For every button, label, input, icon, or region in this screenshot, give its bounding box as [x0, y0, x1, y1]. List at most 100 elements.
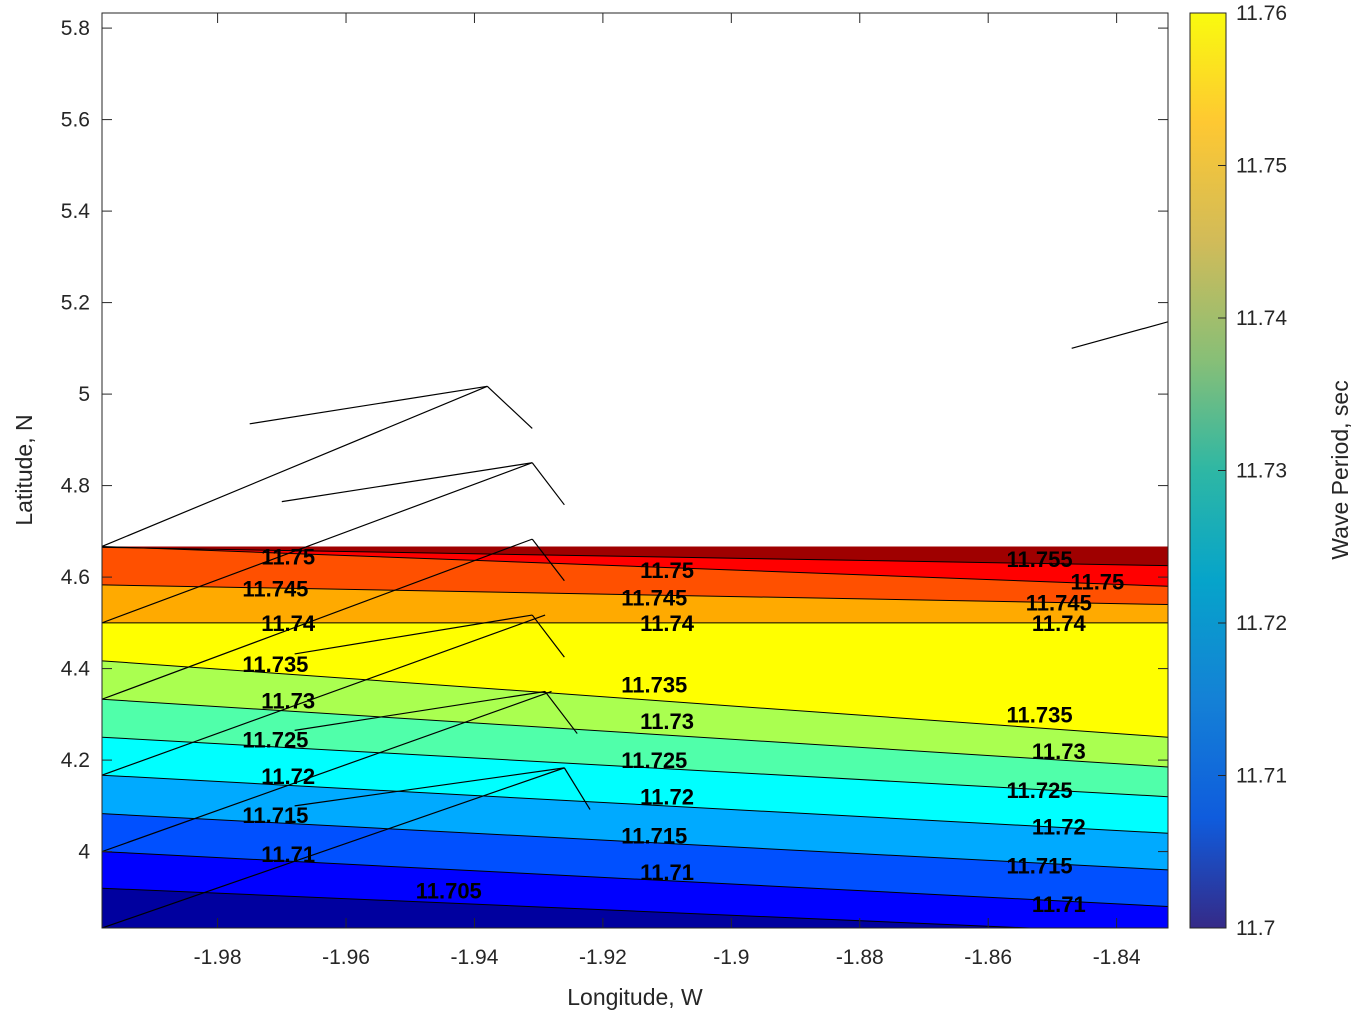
contour-label: 11.75: [261, 545, 315, 570]
x-tick-label: -1.86: [964, 946, 1012, 969]
wind-barb-segment: [531, 462, 565, 506]
wind-barb-segment: [1071, 321, 1168, 349]
contour-label: 11.745: [621, 586, 687, 611]
x-tick-label: -1.84: [1093, 946, 1141, 969]
contour-band: [102, 622, 1168, 738]
diagonal-line: [102, 462, 533, 624]
contour-label: 11.73: [640, 709, 694, 734]
contour-labels: 11.7511.74511.7411.73511.7311.72511.7211…: [242, 545, 1124, 918]
colorbar-tick-label: 11.76: [1236, 2, 1287, 25]
contour-label: 11.715: [1007, 853, 1073, 878]
contour-line: [102, 584, 1168, 606]
wind-barb-segment: [544, 691, 578, 734]
wind-barb-segment: [563, 767, 591, 810]
contour-label: 11.73: [1032, 739, 1086, 764]
x-tick-label: -1.98: [194, 946, 242, 969]
wind-barb-segment: [294, 690, 546, 731]
contour-label: 11.71: [261, 842, 315, 867]
wind-barb-segment: [531, 614, 565, 658]
wind-barb-segment: [294, 614, 533, 655]
contour-line: [102, 887, 1042, 928]
y-tick-label: 5.6: [61, 109, 90, 132]
x-tick-label: -1.88: [836, 946, 884, 969]
contour-label: 11.71: [1032, 892, 1086, 917]
y-tick-label: 4.6: [61, 566, 90, 589]
contour-band: [102, 699, 1168, 797]
wind-barb-segment: [294, 767, 565, 807]
colorbar-tick-label: 11.73: [1236, 460, 1287, 483]
x-tick-label: -1.94: [451, 946, 499, 969]
wind-barb-segment: [486, 385, 533, 429]
y-tick-label: 4.2: [61, 749, 90, 772]
contour-label: 11.74: [1032, 611, 1087, 636]
contour-label: 11.72: [261, 764, 315, 789]
contour-line: [102, 774, 1168, 834]
y-tick-label: 4.4: [61, 658, 91, 681]
contour-label: 11.74: [261, 611, 316, 636]
contour-label: 11.715: [242, 803, 308, 828]
contour-line: [102, 660, 1168, 738]
colorbar-tick-label: 11.72: [1236, 612, 1287, 635]
colorbar-tick-label: 11.71: [1236, 765, 1287, 788]
colorbar-tick-label: 11.75: [1236, 155, 1287, 178]
contour-label: 11.72: [640, 785, 694, 810]
contour-label: 11.725: [621, 748, 687, 773]
contour-band: [102, 737, 1168, 834]
contour-band: [102, 775, 1168, 870]
contour-band: [102, 813, 1168, 907]
x-tick-label: -1.92: [579, 946, 627, 969]
plot-frame: [101, 12, 1169, 929]
contour-label: 11.745: [1026, 590, 1092, 615]
contour-label: 11.71: [640, 860, 694, 885]
contour-label: 11.74: [640, 611, 695, 636]
colorbar-ticks: 11.7 11.71 11.72 11.73 11.74 11.75 11.76: [1218, 2, 1287, 940]
diagonal-line: [102, 385, 488, 547]
x-axis-label: Longitude, W: [567, 984, 703, 1010]
x-tick-label: -1.9: [713, 946, 749, 969]
contour-label: 11.715: [621, 824, 687, 849]
y-tick-label: 4: [78, 841, 90, 864]
contour-band: [102, 660, 1168, 767]
y-tick-label: 5: [78, 383, 90, 406]
wind-barb-segment: [281, 462, 533, 503]
contour-band: [102, 546, 1168, 605]
contour-label: 11.75: [1070, 570, 1124, 595]
y-tick-label: 5.8: [61, 17, 90, 40]
filled-contour-bands: [102, 546, 1168, 928]
contour-label: 11.735: [621, 673, 687, 698]
contour-line: [102, 813, 1168, 871]
diagonal-line: [102, 690, 552, 853]
wind-barb-segment: [531, 538, 565, 582]
contour-label: 11.705: [416, 878, 482, 903]
diagonal-line: [102, 614, 546, 776]
y-tick-label: 5.4: [61, 200, 91, 223]
contour-band: [102, 851, 1168, 928]
contour-label: 11.75: [640, 558, 694, 583]
colorbar-tick-label: 11.74: [1236, 307, 1287, 330]
contour-label: 11.735: [1007, 702, 1073, 727]
contour-label: 11.735: [242, 652, 308, 677]
contour-line: [102, 545, 1168, 587]
y-axis-label: Latitude, N: [11, 414, 37, 525]
y-tick-label: 5.2: [61, 292, 90, 315]
y-axis-ticks: 4 4.2 4.4 4.6 4.8 5 5.2 5.4 5.6 5.8: [61, 17, 1168, 864]
colorbar-label: Wave Period, sec: [1327, 380, 1353, 559]
wind-barb-segment: [249, 385, 488, 425]
contour-label: 11.73: [261, 689, 315, 714]
colorbar-tick-label: 11.7: [1236, 917, 1275, 940]
contour-label: 11.745: [242, 577, 308, 602]
diagonal-line: [102, 538, 533, 700]
x-tick-label: -1.96: [322, 946, 370, 969]
contour-line: [102, 736, 1168, 798]
diagonal-line: [102, 767, 565, 928]
contour-label: 11.725: [1007, 778, 1073, 803]
contour-band: [102, 584, 1168, 623]
contour-line: [102, 851, 1168, 907]
contour-label: 11.755: [1007, 547, 1073, 572]
contour-label: 11.725: [242, 728, 308, 753]
diagonal-lines: [102, 385, 565, 928]
wind-barbs: [249, 321, 1168, 810]
x-axis-ticks: -1.98 -1.96 -1.94 -1.92 -1.9 -1.88 -1.86 -1.84: [194, 13, 1141, 969]
contour-line: [102, 546, 1168, 567]
